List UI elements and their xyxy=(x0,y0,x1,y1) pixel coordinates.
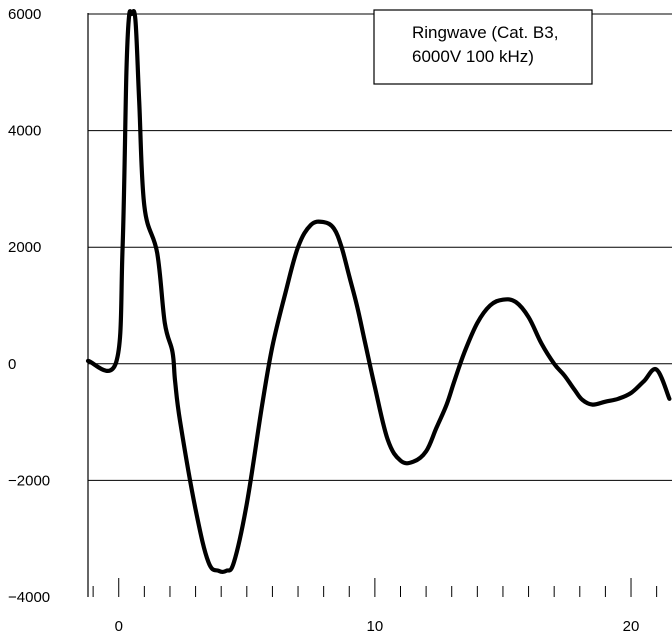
y-tick-label: −4000 xyxy=(8,589,50,606)
y-tick-label: 4000 xyxy=(8,123,41,140)
legend: Ringwave (Cat. B3, 6000V 100 kHz) xyxy=(373,9,593,85)
y-tick-label: 2000 xyxy=(8,239,41,256)
x-ticks: 0 10 20 xyxy=(92,578,658,635)
x-tick-label: 0 xyxy=(115,618,123,635)
x-tick-label: 20 xyxy=(623,618,640,635)
series-layer xyxy=(85,9,672,575)
legend-box xyxy=(373,9,593,85)
x-tick-label: 10 xyxy=(367,618,384,635)
series-line-0 xyxy=(85,9,672,575)
y-tick-label: 6000 xyxy=(8,6,41,23)
y-tick-label: 0 xyxy=(8,356,16,373)
legend-line-1: Ringwave (Cat. B3, xyxy=(412,23,558,42)
y-tick-label: −2000 xyxy=(8,472,50,489)
y-tick-labels: 6000 4000 2000 0 −2000 −4000 xyxy=(8,6,50,606)
legend-line-2: 6000V 100 kHz) xyxy=(412,47,534,66)
